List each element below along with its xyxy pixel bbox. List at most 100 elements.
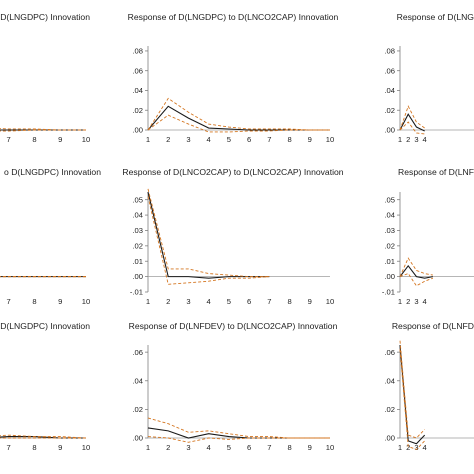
r3c2-x-tick-label: 4 [207, 443, 211, 452]
r2c3-y-tick-label: .02 [384, 241, 395, 250]
r3c3-y-tick-label: .06 [384, 348, 395, 357]
r3c3-x-tick-label: 2 [406, 443, 410, 452]
r2c3-x-tick-label: 3 [414, 297, 418, 306]
r1c3-y-tick-label: .08 [384, 47, 395, 56]
r1c3-x-tick-label: 2 [406, 135, 410, 144]
r2c2-y-tick-label: .00 [132, 272, 143, 281]
r3c3-title: Response of D(LNFD [392, 321, 474, 331]
r1c3-x-tick-label: 1 [398, 135, 402, 144]
r2c2-y-tick-label: .01 [132, 257, 143, 266]
r3c2-x-tick-label: 3 [186, 443, 190, 452]
r2c3-y-tick-label: -.01 [382, 288, 395, 297]
r3c2-x-tick-label: 5 [227, 443, 231, 452]
r1c2-response-line [147, 105, 330, 131]
r3c2-x-tick-label: 9 [308, 443, 312, 452]
r2c2-x-tick-label: 10 [326, 297, 334, 306]
r2c2-title: Response of D(LNCO2CAP) to D(LNCO2CAP) I… [122, 167, 343, 177]
r2c2-x-tick-label: 2 [166, 297, 170, 306]
r1c2-upper-band [147, 97, 330, 131]
r2c2-x-tick-label: 9 [308, 297, 312, 306]
r2c1-x-tick-label: 8 [32, 297, 36, 306]
r2c2-response-line [147, 191, 270, 279]
r1c2-y-tick-label: .06 [132, 66, 143, 75]
r2c2-y-tick-label: -.01 [130, 288, 143, 297]
r1c1-title: D(LNGDPC) Innovation [0, 12, 90, 22]
r2c3-lower-band [399, 272, 434, 287]
r3c2-x-tick-label: 10 [326, 443, 334, 452]
r2c2-x-tick-label: 1 [146, 297, 150, 306]
r1c2-x-tick-label: 4 [207, 135, 211, 144]
r3c1-upper-band [0, 434, 87, 439]
r3c2-y-tick-label: .04 [132, 376, 143, 385]
r1c3-x-tick-label: 4 [423, 135, 427, 144]
r3c3-x-tick-label: 1 [398, 443, 402, 452]
r1c1-x-tick-label: 7 [7, 135, 11, 144]
r1c2-x-tick-label: 3 [186, 135, 190, 144]
r3c1-x-tick-label: 7 [7, 443, 11, 452]
r1c2-x-tick-label: 9 [308, 135, 312, 144]
r1c2-title: Response of D(LNGDPC) to D(LNCO2CAP) Inn… [128, 12, 339, 22]
r1c2-x-tick-label: 2 [166, 135, 170, 144]
r2c1-x-tick-label: 9 [58, 297, 62, 306]
r1c3-y-tick-label: .04 [384, 86, 395, 95]
r3c2-x-tick-label: 8 [287, 443, 291, 452]
r2c2-x-tick-label: 6 [247, 297, 251, 306]
r1c3-x-tick-label: 3 [414, 135, 418, 144]
r3c3-lower-band [399, 349, 425, 450]
r2c2-x-tick-label: 8 [287, 297, 291, 306]
r1c2-y-tick-label: .02 [132, 106, 143, 115]
r3c2-x-tick-label: 7 [267, 443, 271, 452]
r3c2-upper-band [147, 417, 330, 439]
r2c3-x-tick-label: 4 [423, 297, 427, 306]
r1c2-y-tick-label: .04 [132, 86, 143, 95]
r3c2-y-tick-label: .06 [132, 348, 143, 357]
r2c2-x-tick-label: 5 [227, 297, 231, 306]
r3c3-x-tick-label: 4 [423, 443, 427, 452]
r3c2-title: Response of D(LNFDEV) to D(LNCO2CAP) Inn… [129, 321, 338, 331]
r3c1-x-tick-label: 8 [32, 443, 36, 452]
r1c2-y-tick-label: .08 [132, 47, 143, 56]
r1c3-lower-band [399, 121, 425, 135]
r2c3-y-tick-label: .04 [384, 211, 395, 220]
r1c3-title: Response of D(LNG [397, 12, 474, 22]
r2c3-response-line [399, 264, 433, 279]
r2c3-x-tick-label: 2 [406, 297, 410, 306]
r3c2-x-tick-label: 2 [166, 443, 170, 452]
r3c2-x-tick-label: 1 [146, 443, 150, 452]
r1c1-x-tick-label: 8 [32, 135, 36, 144]
r1c3-upper-band [399, 105, 425, 131]
r3c1-x-tick-label: 9 [58, 443, 62, 452]
r2c3-y-tick-label: .03 [384, 226, 395, 235]
r2c1-x-tick-label: 7 [7, 297, 11, 306]
r3c3-y-tick-label: .00 [384, 434, 395, 443]
r2c3-title: Response of D(LNF [398, 167, 474, 177]
r2c3-x-tick-label: 1 [398, 297, 402, 306]
r1c3-y-tick-label: .06 [384, 66, 395, 75]
r1c1-x-tick-label: 9 [58, 135, 62, 144]
r2c2-lower-band [147, 196, 270, 285]
r1c1-lower-band [0, 129, 86, 132]
r3c3-y-tick-label: .04 [384, 376, 395, 385]
r3c3-y-tick-label: .02 [384, 405, 395, 414]
r3c1-x-tick-label: 10 [82, 443, 90, 452]
r1c2-x-tick-label: 7 [267, 135, 271, 144]
r1c3-y-tick-label: .02 [384, 106, 395, 115]
r2c3-y-tick-label: .01 [384, 257, 395, 266]
r3c3-upper-band [399, 340, 425, 439]
r1c1-x-tick-label: 10 [82, 135, 90, 144]
r1c2-x-tick-label: 8 [287, 135, 291, 144]
r2c3-y-tick-label: .05 [384, 195, 395, 204]
r2c2-x-tick-label: 3 [186, 297, 190, 306]
r3c3-x-tick-label: 3 [414, 443, 418, 452]
r2c2-x-tick-label: 4 [207, 297, 211, 306]
r3c1-title: D(LNGDPC) Innovation [0, 321, 90, 331]
r2c2-y-tick-label: .03 [132, 226, 143, 235]
r3c2-y-tick-label: .00 [132, 434, 143, 443]
r2c1-title: o D(LNGDPC) Innovation [4, 167, 101, 177]
r1c2-x-tick-label: 6 [247, 135, 251, 144]
r2c3-y-tick-label: .00 [384, 272, 395, 281]
r1c2-y-tick-label: .00 [132, 126, 143, 135]
r2c2-x-tick-label: 7 [267, 297, 271, 306]
r1c2-x-tick-label: 1 [146, 135, 150, 144]
